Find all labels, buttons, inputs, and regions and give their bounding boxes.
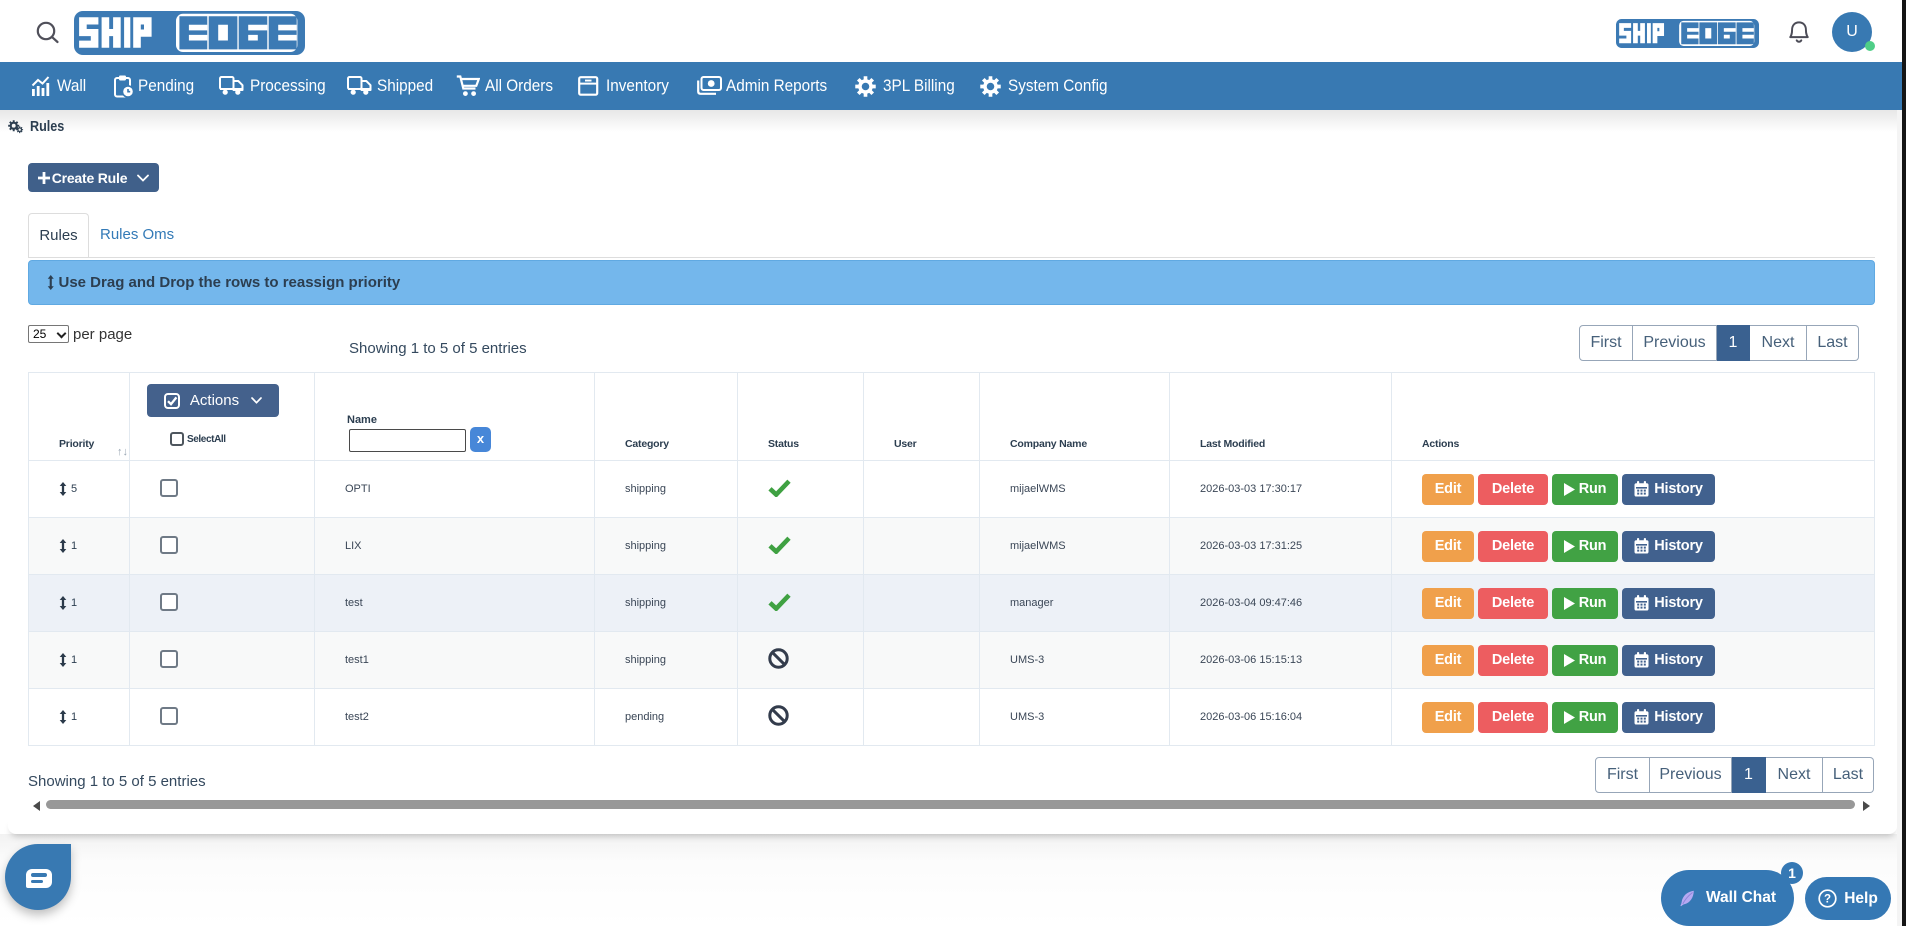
svg-text:?: ? xyxy=(1824,894,1831,906)
